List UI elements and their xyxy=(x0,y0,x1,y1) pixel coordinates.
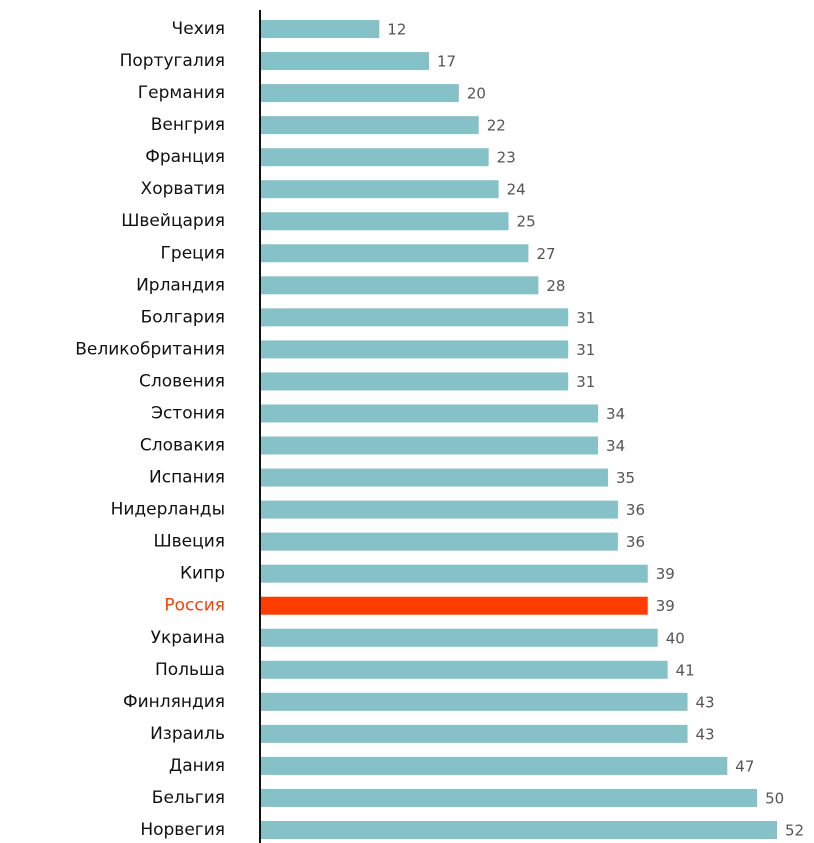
category-label: Греция xyxy=(161,243,225,263)
value-label: 39 xyxy=(656,565,675,583)
value-label: 31 xyxy=(576,373,595,391)
category-label: Швеция xyxy=(153,532,225,552)
bar xyxy=(260,148,489,167)
bar xyxy=(260,724,688,743)
bar xyxy=(260,821,777,839)
category-label: Словения xyxy=(139,371,225,391)
value-label: 34 xyxy=(606,437,625,455)
value-label: 50 xyxy=(765,789,784,807)
bar xyxy=(260,500,618,519)
value-label: 52 xyxy=(785,822,804,840)
value-label: 28 xyxy=(546,277,565,295)
bar xyxy=(260,52,430,71)
category-label: Израиль xyxy=(150,724,225,744)
bar xyxy=(260,564,648,583)
bar xyxy=(260,84,459,103)
category-label: Украина xyxy=(151,628,225,648)
value-label: 27 xyxy=(536,245,555,263)
value-label: 31 xyxy=(576,309,595,327)
bar xyxy=(260,468,608,487)
value-label: 34 xyxy=(606,405,625,423)
value-label: 40 xyxy=(666,629,685,647)
value-label: 25 xyxy=(517,213,536,231)
category-label: Бельгия xyxy=(152,788,225,808)
bar xyxy=(260,756,728,775)
value-label: 23 xyxy=(497,149,516,167)
category-label: Ирландия xyxy=(136,275,225,295)
category-label: Россия xyxy=(164,596,225,616)
value-label: 47 xyxy=(735,757,754,775)
bar xyxy=(260,436,599,455)
category-label: Финляндия xyxy=(123,692,225,712)
value-label: 31 xyxy=(576,341,595,359)
bar xyxy=(260,116,479,135)
value-label: 22 xyxy=(487,117,506,135)
category-label: Швейцария xyxy=(121,211,225,231)
category-label: Венгрия xyxy=(151,115,225,135)
category-label: Германия xyxy=(138,83,225,103)
category-label: Великобритания xyxy=(75,339,225,359)
bar xyxy=(260,660,668,679)
bar xyxy=(260,788,758,807)
category-label: Португалия xyxy=(120,51,225,71)
category-label: Франция xyxy=(145,147,225,167)
category-label: Нидерланды xyxy=(111,500,225,520)
value-label: 41 xyxy=(676,661,695,679)
bar xyxy=(260,20,380,38)
value-label: 43 xyxy=(696,693,715,711)
value-label: 20 xyxy=(467,85,486,103)
bar xyxy=(260,628,658,647)
category-label: Кипр xyxy=(180,564,225,584)
category-label: Болгария xyxy=(141,307,225,327)
bar xyxy=(260,692,688,711)
bar xyxy=(260,372,569,391)
bar xyxy=(260,276,539,295)
value-label: 12 xyxy=(387,21,406,39)
value-label: 36 xyxy=(626,533,645,551)
category-label: Польша xyxy=(155,660,225,680)
value-label: 24 xyxy=(507,181,526,199)
bar xyxy=(260,308,569,327)
value-label: 43 xyxy=(696,725,715,743)
category-label: Испания xyxy=(149,468,225,488)
bar xyxy=(260,596,648,615)
bar xyxy=(260,212,509,231)
category-label: Норвегия xyxy=(140,820,225,840)
bar xyxy=(260,340,569,359)
bar xyxy=(260,180,499,199)
bar xyxy=(260,244,529,263)
bar xyxy=(260,404,599,423)
category-label: Дания xyxy=(169,756,225,776)
value-label: 39 xyxy=(656,597,675,615)
value-label: 36 xyxy=(626,501,645,519)
category-label: Хорватия xyxy=(141,179,225,199)
value-label: 35 xyxy=(616,469,635,487)
category-label: Эстония xyxy=(151,403,225,423)
bar xyxy=(260,532,618,551)
category-label: Чехия xyxy=(172,19,225,39)
value-label: 17 xyxy=(437,53,456,71)
category-label: Словакия xyxy=(140,436,225,456)
